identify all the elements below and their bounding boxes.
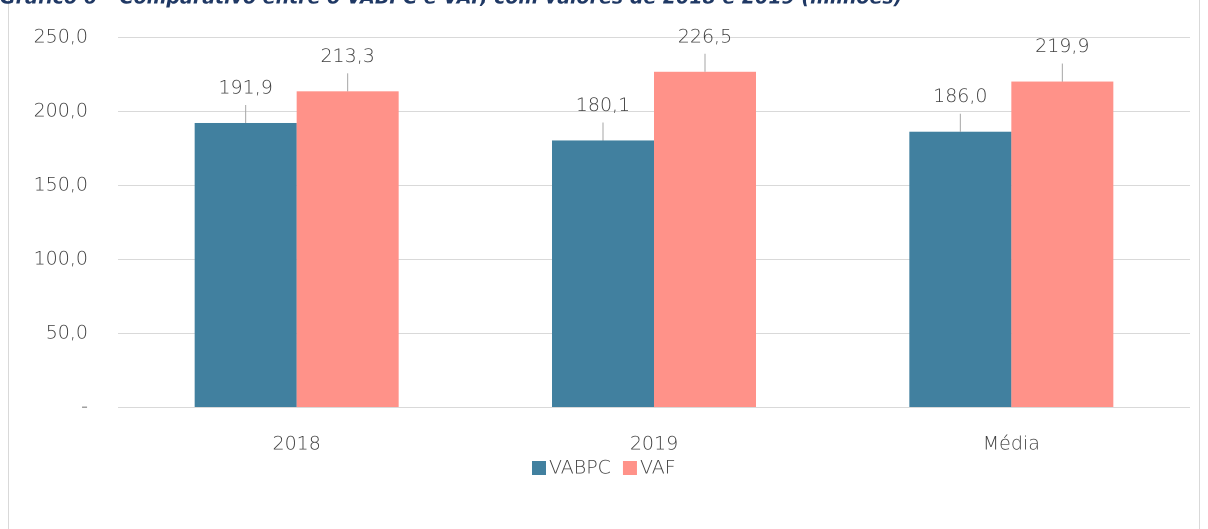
legend-swatch — [622, 461, 637, 475]
x-tick-label: 2019 — [630, 433, 678, 455]
bar — [909, 131, 1012, 407]
x-tick-label: Média — [983, 433, 1040, 455]
data-label: 186,0 — [933, 85, 987, 107]
y-tick-label: 50,0 — [46, 322, 88, 344]
legend-swatch — [532, 461, 546, 475]
bar — [654, 71, 756, 407]
y-tick-label: - — [81, 396, 88, 418]
data-label: 180,1 — [576, 94, 630, 116]
data-label: 226,5 — [678, 25, 732, 47]
legend-label: VAF — [640, 457, 676, 479]
data-label: 191,9 — [218, 76, 272, 98]
data-label: 213,3 — [320, 45, 374, 67]
chart-frame — [8, 0, 1200, 529]
y-tick-label: 250,0 — [34, 26, 88, 48]
legend-label: VABPC — [549, 457, 611, 479]
bar — [194, 122, 297, 407]
bar — [296, 91, 399, 407]
bar — [552, 140, 654, 407]
y-tick-label: 150,0 — [34, 174, 88, 196]
data-label: 219,9 — [1035, 35, 1089, 57]
x-tick-label: 2018 — [272, 433, 320, 455]
chart-title: Gráfico 6 – Comparativo entre o VABPC e … — [0, 0, 902, 9]
y-tick-label: 100,0 — [34, 248, 88, 270]
bar — [1011, 81, 1114, 407]
y-tick-label: 200,0 — [34, 100, 88, 122]
